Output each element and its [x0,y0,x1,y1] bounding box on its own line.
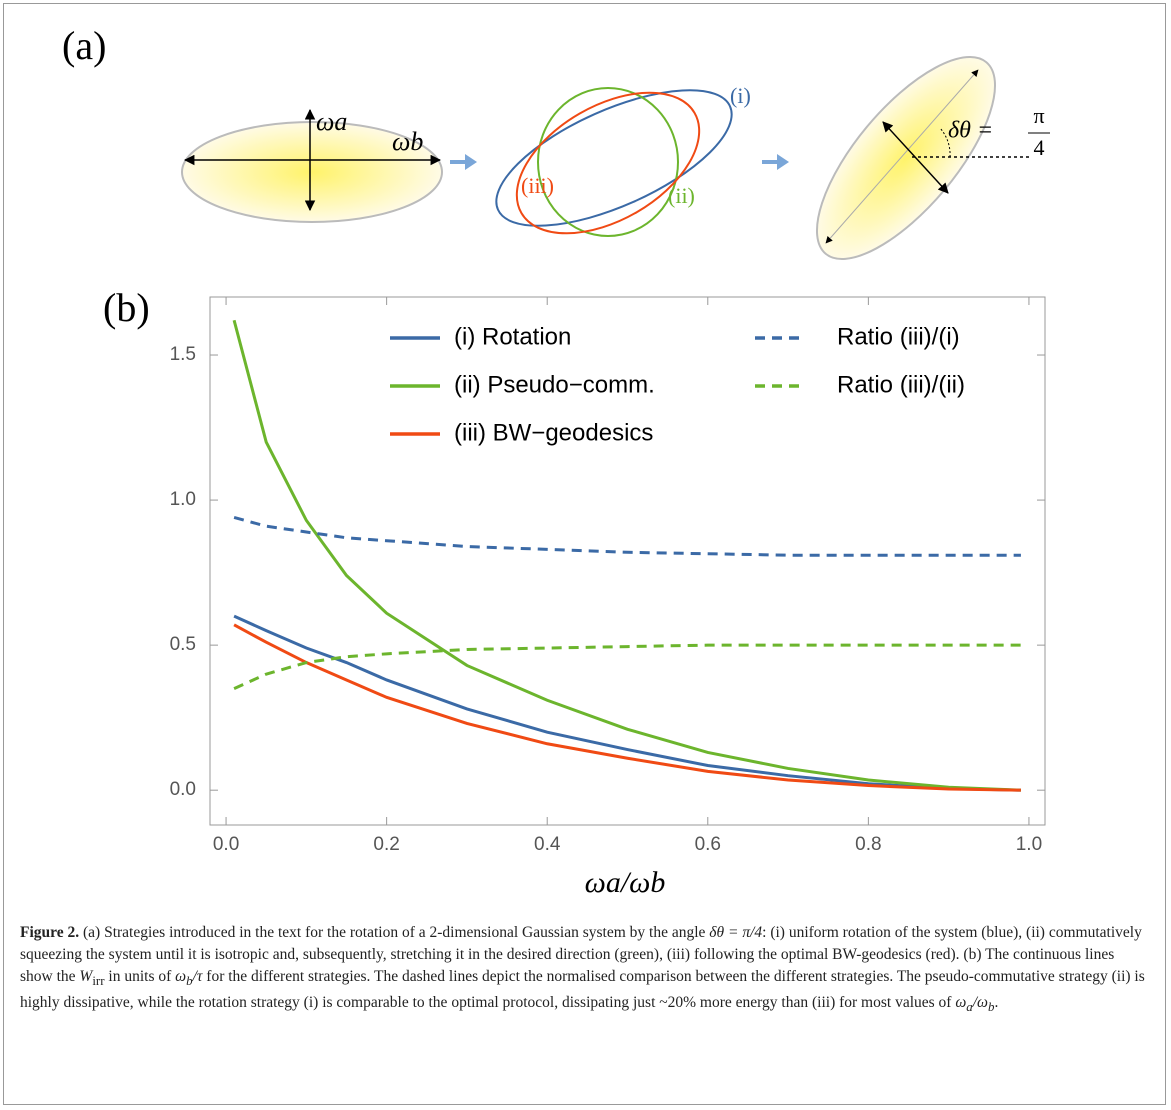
omega-b: ωb [392,127,423,156]
omega-a: ωa [316,107,347,136]
series-line [232,319,1021,792]
legend-label: Ratio (iii)/(i) [837,323,960,350]
angle-num: π [1033,103,1044,128]
caption-text: (a) Strategies introduced in the text fo… [79,924,710,941]
caption-text: . [994,994,999,1012]
arrow [450,154,477,170]
legend-label: (iii) BW−geodesics [454,419,653,446]
figure: (a) ωa ωb (i) (ii) (iii) δθ = π 4 (b) ωa… [62,23,1050,899]
series-line [233,516,1021,557]
curve-label: (i) [730,83,751,108]
x-axis-label: ωa/ωb [585,866,666,899]
series-line [233,643,1021,691]
caption: Figure 2. (a) Strategies introduced in t… [20,922,1150,1018]
panel-label: (b) [103,285,150,330]
x-tick-label: 0.8 [855,834,881,855]
rotation-ellipse [495,89,733,227]
caption-math: b [988,999,995,1015]
angle-arc [939,127,951,158]
x-tick-label: 0.6 [695,834,721,855]
x-tick-label: 0.2 [373,834,399,855]
axis-arrow [882,121,949,194]
caption-math: a [966,999,973,1015]
plot-frame [209,296,1046,826]
caption-text: for the different strategies. The dashed… [20,968,1145,1012]
angle-den: 4 [1034,135,1045,160]
y-tick-label: 1.5 [170,344,196,365]
state-ellipse [815,55,997,261]
caption-label: Figure 2. [20,924,80,941]
x-tick-label: 1.0 [1016,834,1042,855]
caption-math: irr [92,973,105,989]
series-line [233,614,1021,792]
legend-label: Ratio (iii)/(ii) [837,371,965,398]
y-tick-label: 1.0 [170,489,196,510]
x-tick-label: 0.4 [534,834,561,855]
panel-label: (a) [62,23,106,68]
x-tick-label: 0.0 [213,834,239,855]
curve-label: (iii) [521,173,554,198]
y-tick-label: 0.5 [170,634,196,655]
caption-math: ω [955,994,967,1012]
angle-label: δθ = [948,118,993,144]
caption-math: W [79,968,93,985]
legend-label: (ii) Pseudo−comm. [454,371,655,398]
caption-math: b [186,973,193,989]
curve-label: (ii) [668,183,695,208]
caption-math: δθ = π/4 [709,924,763,941]
legend-label: (i) Rotation [454,323,571,350]
caption-math: /ω [972,994,988,1012]
caption-text: in units of [104,968,176,985]
y-tick-label: 0.0 [170,779,196,800]
arrow [762,154,789,170]
caption-math: ω [175,968,187,985]
caption-math: /τ [192,968,203,985]
pseudo-comm-ellipse [537,87,679,237]
caption-text: : (i) uniform rotation of the system (bl… [20,924,1142,985]
geodesic-ellipse [515,91,701,235]
figure-frame [3,3,1166,1105]
series-line [233,623,1021,792]
